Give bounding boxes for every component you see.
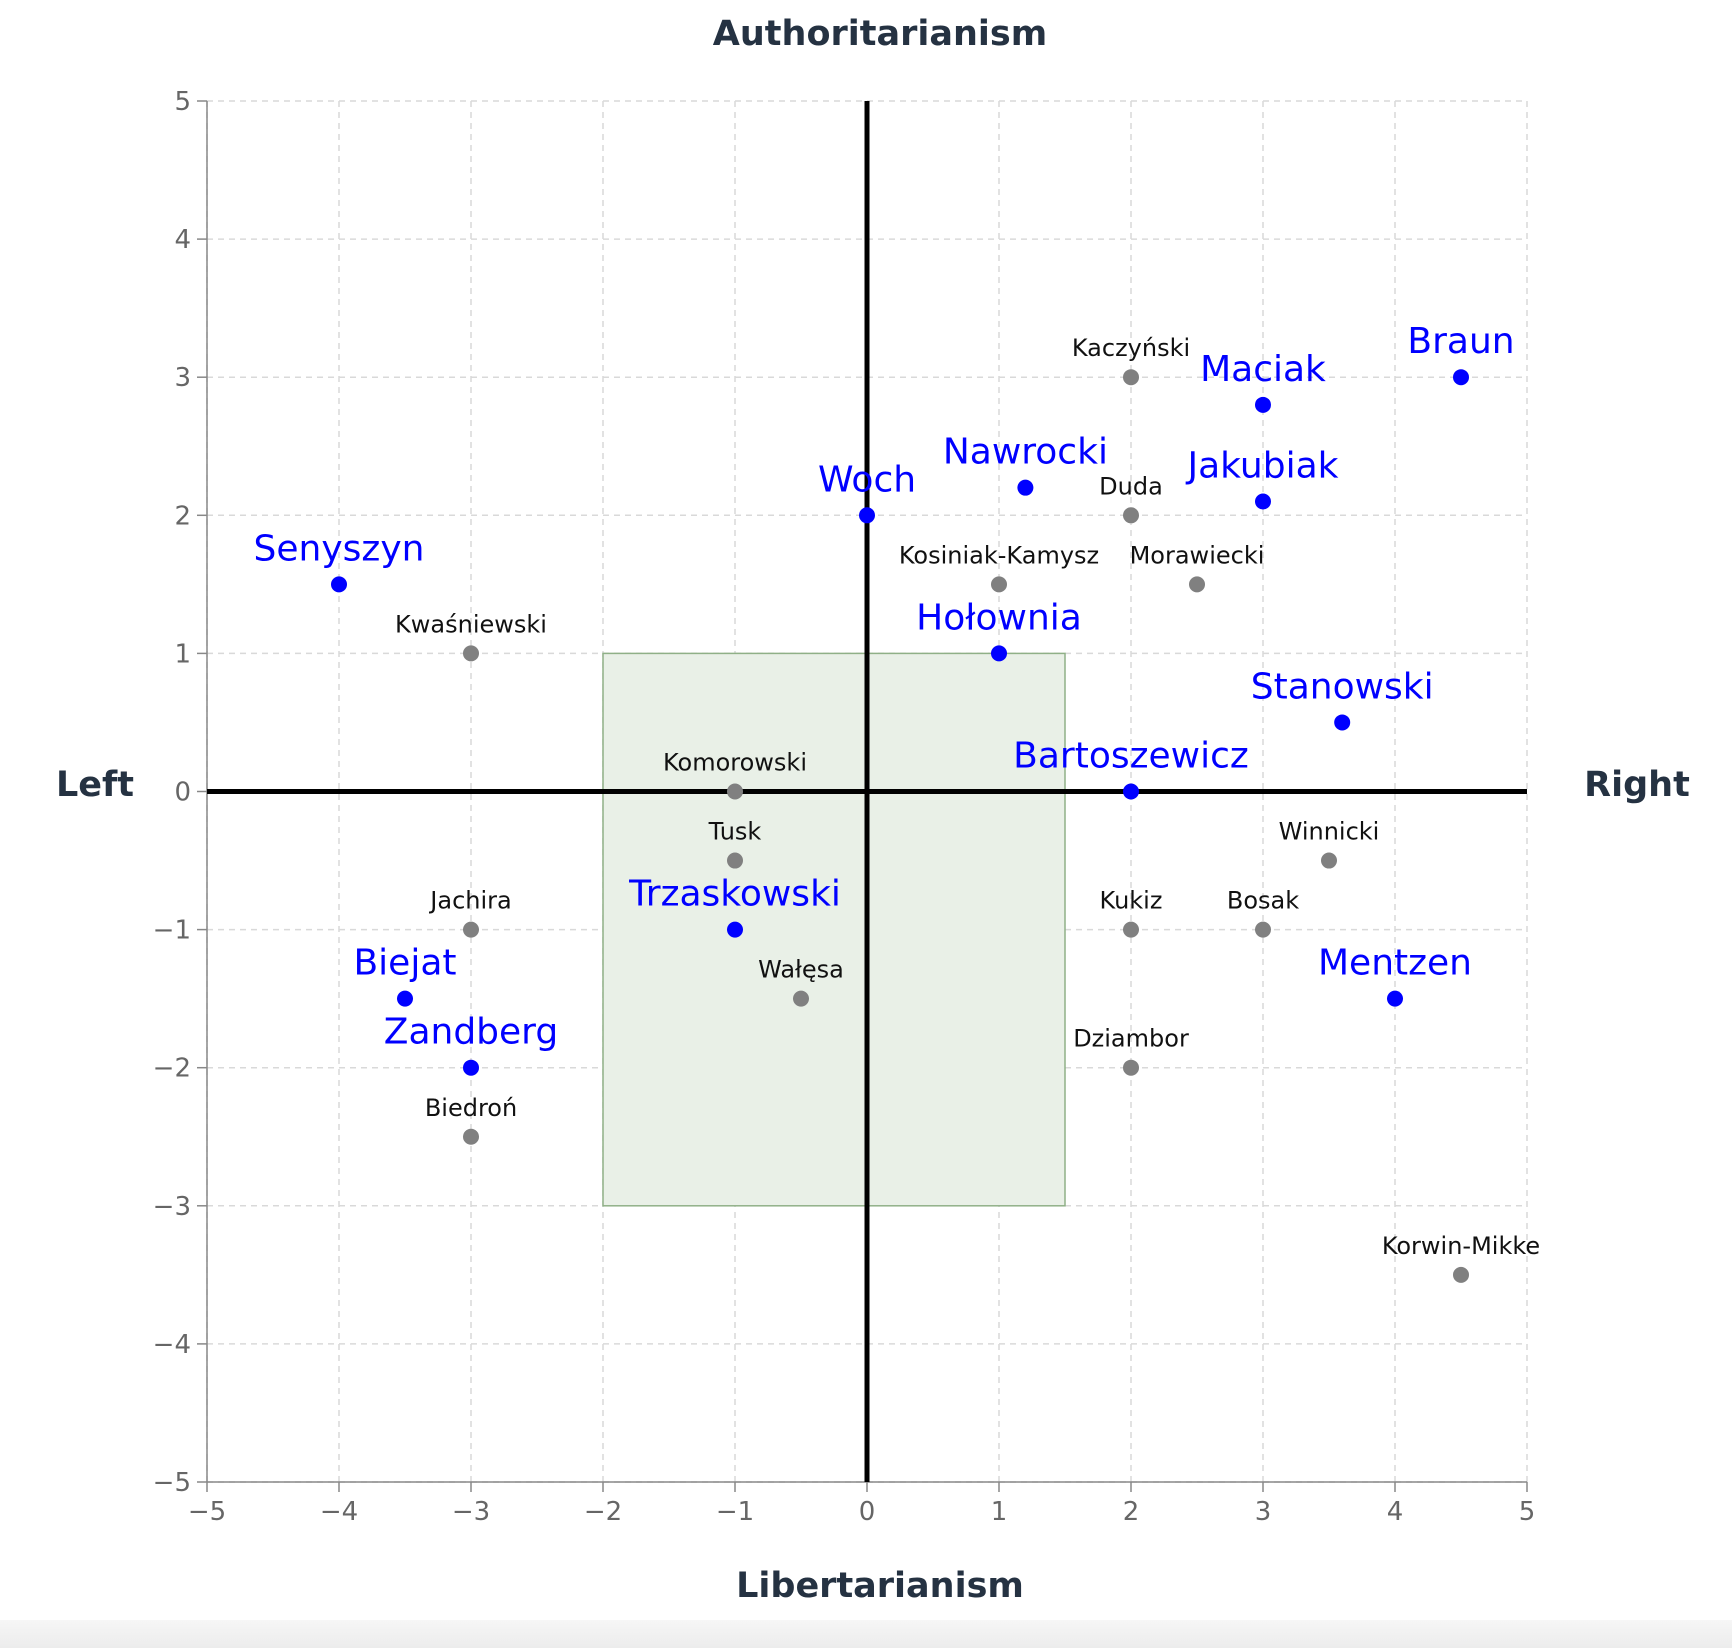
bottom-axis-title: Libertarianism [736, 1566, 1024, 1606]
y-tick-label: −1 [153, 916, 191, 946]
window-bottom-edge [0, 1620, 1732, 1648]
x-tick-label: −4 [320, 1497, 358, 1527]
point-label: Senyszyn [254, 528, 425, 569]
y-tick-label: 5 [174, 87, 191, 117]
data-points [331, 369, 1469, 1283]
point-label: Kaczyński [1072, 334, 1190, 362]
y-tick-label: 1 [174, 639, 191, 669]
point-label: Wałęsa [758, 956, 844, 984]
x-tick-label: −3 [452, 1497, 490, 1527]
point-label: Biejat [353, 943, 456, 984]
data-point [1255, 493, 1271, 510]
data-point [1255, 921, 1271, 938]
y-tick-label: 4 [174, 225, 191, 255]
point-label: Winnicki [1279, 818, 1380, 846]
point-label: Bosak [1227, 887, 1299, 915]
tick-labels: −5 −4 −3 −2 −1 0 1 2 3 4 5 −5 −4 −3 −2 −1 0 1 2 3 4 5 [153, 87, 1536, 1527]
highlight-region [602, 652, 1066, 1207]
point-labels: Braun Maciak Jakubiak Nawrocki Woch Senyszyn H… [254, 321, 1541, 1260]
data-point [1017, 479, 1034, 496]
data-point [727, 852, 743, 869]
data-point [1123, 369, 1139, 386]
axes [197, 100, 1528, 1492]
y-tick-label: −4 [153, 1330, 191, 1360]
y-tick-label: −5 [153, 1468, 191, 1498]
data-point [1387, 990, 1403, 1007]
y-tick-label: −2 [153, 1054, 191, 1084]
y-tick-label: 3 [174, 363, 191, 393]
data-point [397, 990, 413, 1007]
x-tick-label: 1 [991, 1497, 1008, 1527]
y-tick-label: 0 [174, 778, 191, 808]
data-point [727, 921, 743, 938]
x-tick-label: −2 [584, 1497, 622, 1527]
data-point [1123, 1059, 1139, 1076]
data-point [991, 576, 1007, 593]
point-label: Kosiniak-Kamysz [899, 541, 1099, 569]
point-label: Nawrocki [943, 432, 1108, 473]
x-tick-label: 3 [1255, 1497, 1272, 1527]
data-point [1334, 714, 1351, 731]
point-label: Kukiz [1100, 887, 1163, 915]
x-tick-label: −1 [716, 1497, 754, 1527]
point-label: Braun [1407, 321, 1514, 362]
point-label: Woch [818, 459, 916, 500]
point-label: Jakubiak [1186, 445, 1339, 486]
data-point [463, 1059, 479, 1076]
point-label: Tusk [708, 818, 762, 846]
x-tick-label: 2 [1123, 1497, 1140, 1527]
point-label: Mentzen [1318, 943, 1472, 984]
data-point [1123, 921, 1139, 938]
data-point [859, 507, 875, 524]
data-point [1255, 396, 1271, 413]
data-point [463, 1128, 479, 1145]
point-label: Trzaskowski [628, 874, 841, 915]
point-label: Zandberg [384, 1012, 558, 1053]
data-point [463, 921, 479, 938]
point-label: Hołownia [916, 597, 1082, 638]
data-point [727, 783, 743, 800]
y-tick-label: 2 [174, 501, 191, 531]
point-label: Duda [1099, 472, 1163, 500]
point-label: Jachira [428, 887, 511, 915]
y-tick-label: −3 [153, 1192, 191, 1222]
data-point [1321, 852, 1337, 869]
point-label: Morawiecki [1130, 541, 1265, 569]
point-label: Komorowski [663, 749, 807, 777]
data-point [1123, 507, 1139, 524]
point-label: Kwaśniewski [395, 610, 547, 638]
data-point [1123, 783, 1139, 800]
data-point [463, 645, 479, 662]
left-axis-title: Left [56, 765, 134, 805]
x-tick-label: 4 [1387, 1497, 1404, 1527]
top-axis-title: Authoritarianism [713, 14, 1047, 54]
x-tick-label: 0 [859, 1497, 876, 1527]
point-label: Bartoszewicz [1013, 736, 1249, 777]
data-point [331, 576, 347, 593]
data-point [1453, 369, 1469, 386]
data-point [1189, 576, 1205, 593]
point-label: Stanowski [1251, 666, 1434, 707]
point-label: Korwin-Mikke [1382, 1232, 1540, 1260]
x-tick-label: −5 [188, 1497, 226, 1527]
point-label: Biedroń [425, 1094, 517, 1122]
data-point [1453, 1266, 1469, 1283]
data-point [991, 645, 1007, 662]
point-label: Dziambor [1073, 1025, 1189, 1053]
point-label: Maciak [1200, 349, 1326, 390]
x-tick-label: 5 [1519, 1497, 1536, 1527]
data-point [793, 990, 809, 1007]
right-axis-title: Right [1584, 765, 1690, 805]
